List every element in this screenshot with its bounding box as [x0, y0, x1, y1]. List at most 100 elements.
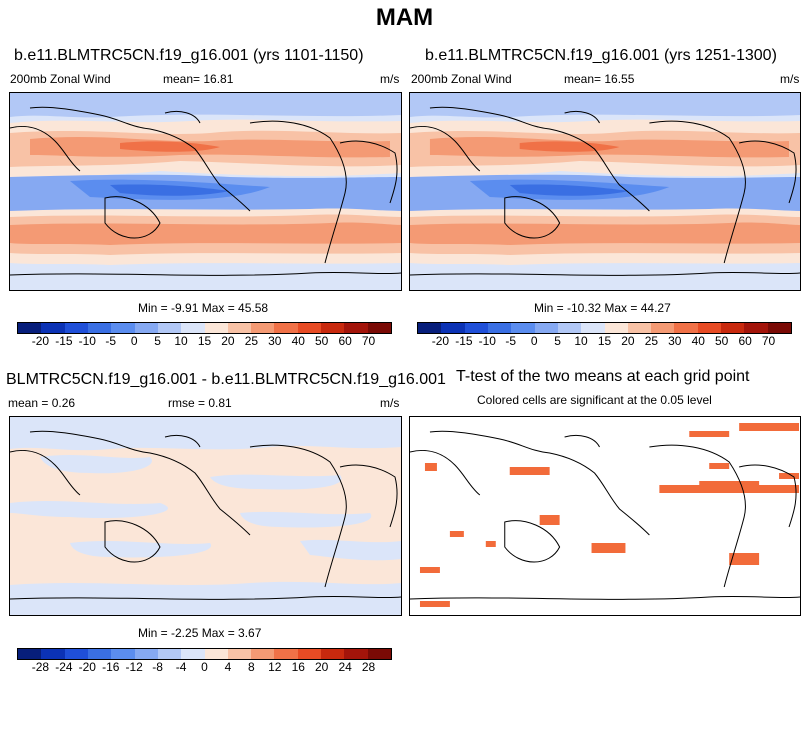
colorbar-swatch: [367, 649, 391, 659]
colorbar-swatch: [251, 649, 275, 659]
colorbar-swatch: [251, 323, 275, 333]
colorbar-swatch: [227, 649, 252, 659]
colorbar-tick-label: 40: [291, 334, 305, 348]
colorbar-swatch: [534, 323, 558, 333]
colorbar-tick-label: 10: [574, 334, 588, 348]
colorbar-swatch: [697, 323, 722, 333]
panel3-rmse: rmse = 0.81: [168, 396, 232, 410]
colorbar-swatch: [87, 323, 112, 333]
colorbar-tick-label: 50: [715, 334, 729, 348]
colorbar-tick-label: 60: [338, 334, 352, 348]
colorbar-tick-label: -20: [78, 660, 96, 674]
colorbar-swatch: [227, 323, 252, 333]
colorbar-tick-label: 70: [761, 334, 776, 348]
colorbar-tick-label: 70: [361, 334, 376, 348]
colorbar-tick-label: 4: [224, 660, 232, 674]
colorbar-tick-label: 20: [315, 660, 329, 674]
colorbar-swatch: [511, 323, 535, 333]
colorbar-swatch: [87, 649, 112, 659]
colorbar-swatch: [344, 649, 368, 659]
panel3-minmax: Min = -2.25 Max = 3.67: [138, 626, 262, 640]
colorbar-swatch: [134, 323, 158, 333]
colorbar-tick-label: 30: [668, 334, 682, 348]
panel1-colorbar: [17, 322, 392, 334]
panel3-difference-map: [9, 416, 402, 616]
panel3-title: BLMTRC5CN.f19_g16.001 - b.e11.BLMTRC5CN.…: [6, 371, 446, 388]
colorbar-tick-label: 25: [244, 334, 259, 348]
colorbar-tick-label: -4: [175, 660, 187, 674]
colorbar-swatch: [204, 649, 228, 659]
colorbar-tick-label: 0: [201, 660, 208, 674]
colorbar-swatch: [41, 323, 65, 333]
colorbar-tick-label: 50: [315, 334, 329, 348]
colorbar-swatch: [367, 323, 391, 333]
colorbar-tick-label: 12: [268, 660, 282, 674]
colorbar-swatch: [344, 323, 368, 333]
colorbar-tick-label: -8: [152, 660, 163, 674]
colorbar-swatch: [487, 323, 512, 333]
panel2-title: b.e11.BLMTRC5CN.f19_g16.001 (yrs 1251-13…: [425, 47, 777, 64]
colorbar-swatch: [18, 649, 42, 659]
colorbar-tick-label: -12: [125, 660, 143, 674]
colorbar-swatch: [321, 649, 345, 659]
colorbar-tick-label: 0: [530, 334, 538, 348]
panel1-variable-label: 200mb Zonal Wind: [10, 72, 111, 86]
colorbar-swatch: [297, 649, 322, 659]
panel2-colorbar-labels: -20 -15 -10 -5 0 5 10 15 20 25 30 40 50 60 70: [417, 334, 790, 350]
colorbar-tick-label: 40: [691, 334, 705, 348]
colorbar-swatch: [111, 323, 135, 333]
panel2-minmax: Min = -10.32 Max = 44.27: [534, 301, 671, 315]
panel1-mean: mean= 16.81: [163, 72, 234, 86]
panel1-wind-map: [9, 92, 402, 291]
colorbar-swatch: [204, 323, 228, 333]
panel3-colorbar: [17, 648, 392, 660]
colorbar-swatch: [767, 323, 791, 333]
colorbar-tick-label: -10: [478, 334, 496, 348]
colorbar-swatch: [64, 323, 88, 333]
colorbar-swatch: [464, 323, 488, 333]
colorbar-tick-label: -5: [505, 334, 517, 348]
colorbar-tick-label: 16: [291, 660, 305, 674]
colorbar-swatch: [157, 323, 182, 333]
colorbar-swatch: [321, 323, 345, 333]
colorbar-tick-label: 10: [174, 334, 188, 348]
colorbar-tick-label: 15: [197, 334, 212, 348]
panel2-units: m/s: [780, 72, 800, 86]
panel4-subtitle: Colored cells are significant at the 0.0…: [477, 393, 712, 407]
colorbar-tick-label: -15: [55, 334, 73, 348]
colorbar-swatch: [581, 323, 605, 333]
colorbar-swatch: [18, 323, 42, 333]
colorbar-tick-label: 30: [268, 334, 282, 348]
colorbar-swatch: [418, 323, 442, 333]
colorbar-swatch: [627, 323, 652, 333]
panel2-wind-map: [409, 92, 801, 291]
colorbar-swatch: [744, 323, 768, 333]
colorbar-tick-label: -20: [431, 334, 450, 348]
colorbar-swatch: [721, 323, 745, 333]
colorbar-swatch: [297, 323, 322, 333]
colorbar-tick-label: -28: [31, 660, 50, 674]
colorbar-tick-label: 60: [738, 334, 752, 348]
colorbar-swatch: [651, 323, 675, 333]
panel3-units: m/s: [380, 396, 400, 410]
panel4-ttest-map: [409, 416, 801, 616]
colorbar-swatch: [157, 649, 182, 659]
colorbar-tick-label: 8: [248, 660, 255, 674]
colorbar-swatch: [111, 649, 135, 659]
colorbar-swatch: [41, 649, 65, 659]
colorbar-tick-label: 28: [361, 660, 376, 674]
colorbar-tick-label: 5: [154, 334, 161, 348]
colorbar-tick-label: 20: [221, 334, 235, 348]
panel1-units: m/s: [380, 72, 400, 86]
colorbar-swatch: [604, 323, 628, 333]
page-title: MAM: [375, 4, 434, 31]
colorbar-swatch: [274, 649, 298, 659]
colorbar-tick-label: 24: [338, 660, 352, 674]
colorbar-tick-label: 15: [597, 334, 612, 348]
colorbar-tick-label: -5: [105, 334, 117, 348]
panel1-minmax: Min = -9.91 Max = 45.58: [138, 301, 269, 315]
colorbar-tick-label: -16: [102, 660, 120, 674]
colorbar-swatch: [674, 323, 698, 333]
panel1-colorbar-labels: -20 -15 -10 -5 0 5 10 15 20 25 30 40 50 60 70: [17, 334, 390, 350]
colorbar-tick-label: 20: [621, 334, 635, 348]
